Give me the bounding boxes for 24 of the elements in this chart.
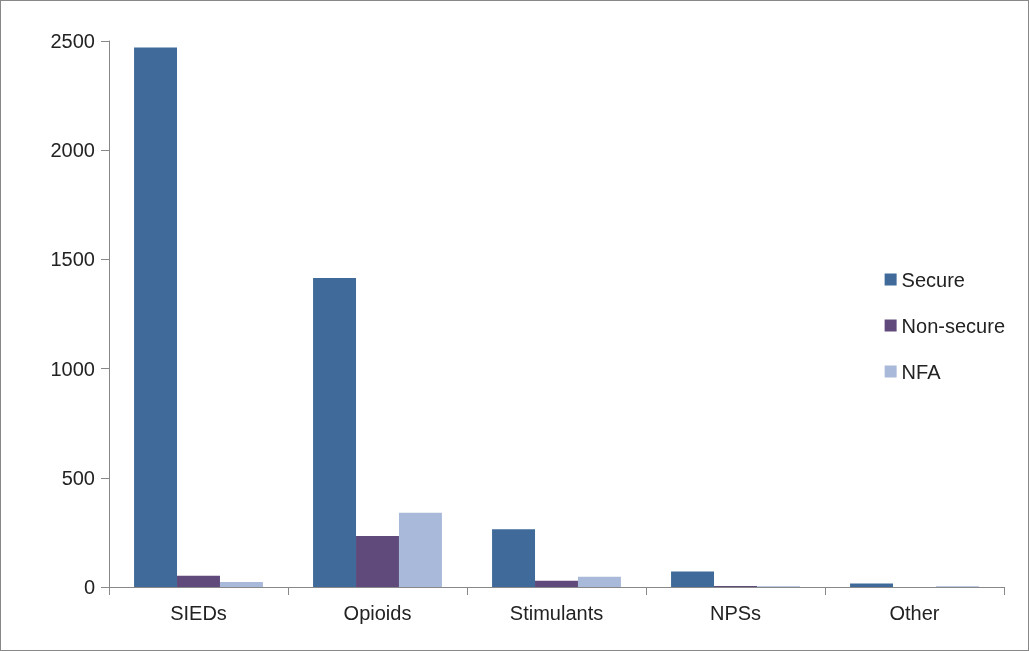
bar <box>356 536 399 587</box>
bar <box>134 47 178 587</box>
y-tick-label: 2500 <box>50 30 95 52</box>
x-tick-label: SIEDs <box>170 602 227 624</box>
bar <box>313 277 357 587</box>
bar <box>492 529 536 587</box>
bar <box>177 575 220 587</box>
x-tick-label: Opioids <box>343 602 412 624</box>
legend-label: NFA <box>901 360 942 383</box>
y-tick-label: 0 <box>83 576 95 598</box>
bar <box>577 576 621 587</box>
x-tick-label: Other <box>889 602 940 624</box>
y-tick-label: 500 <box>61 466 95 489</box>
y-tick-label: 1000 <box>50 357 95 380</box>
y-tick-label: 2000 <box>50 139 95 162</box>
bar <box>671 571 715 587</box>
bar <box>535 580 578 587</box>
bar <box>398 512 442 587</box>
x-tick-label: Stimulants <box>509 602 604 624</box>
bar <box>219 581 263 587</box>
x-tick-label: NPSs <box>709 602 762 624</box>
y-tick-label: 1500 <box>50 248 95 271</box>
legend-label: Secure <box>901 268 965 291</box>
legend-label: Non-secure <box>901 314 1006 337</box>
